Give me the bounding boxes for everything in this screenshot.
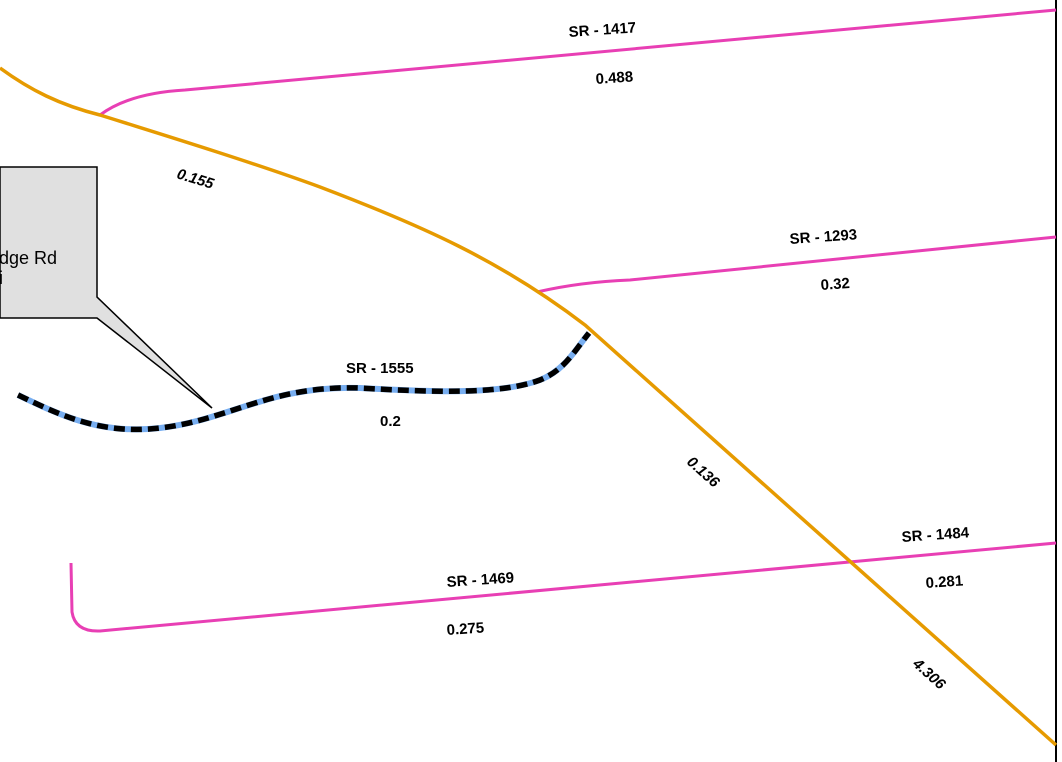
- highlighted-road-name: SR - 1555: [346, 360, 414, 377]
- highlighted-road-casing: [16, 331, 592, 433]
- road-sr-1293-line: [536, 235, 1057, 294]
- callout-line-2: i: [0, 268, 3, 288]
- highway-segment-label-3: 4.306: [909, 655, 950, 694]
- highway-segment-label-2: 0.136: [683, 453, 723, 491]
- highlighted-road-length: 0.2: [380, 413, 401, 430]
- highway-segment-label-1: 0.155: [175, 166, 216, 193]
- highlighted-road-dashes: [16, 331, 592, 433]
- road-label-sr-1469-length: 0.275: [446, 619, 485, 639]
- road-label-sr-1484-length: 0.281: [925, 572, 964, 592]
- highway-line: [0, 66, 1058, 747]
- road-label-sr-1469-name: SR - 1469: [446, 569, 515, 591]
- callout-box: [0, 166, 213, 409]
- callout: dge Rd i: [0, 166, 213, 409]
- road-sr-1417-line: [99, 8, 1057, 117]
- road-sr-1469-line: [69, 541, 1057, 633]
- road-label-sr-1484-name: SR - 1484: [901, 524, 970, 546]
- callout-line-1: dge Rd: [0, 248, 57, 268]
- road-label-sr-1293-length: 0.32: [820, 275, 850, 294]
- road-label-sr-1293-name: SR - 1293: [789, 226, 858, 248]
- road-label-sr-1417-name: SR - 1417: [568, 19, 637, 41]
- road-label-sr-1417-length: 0.488: [595, 68, 634, 88]
